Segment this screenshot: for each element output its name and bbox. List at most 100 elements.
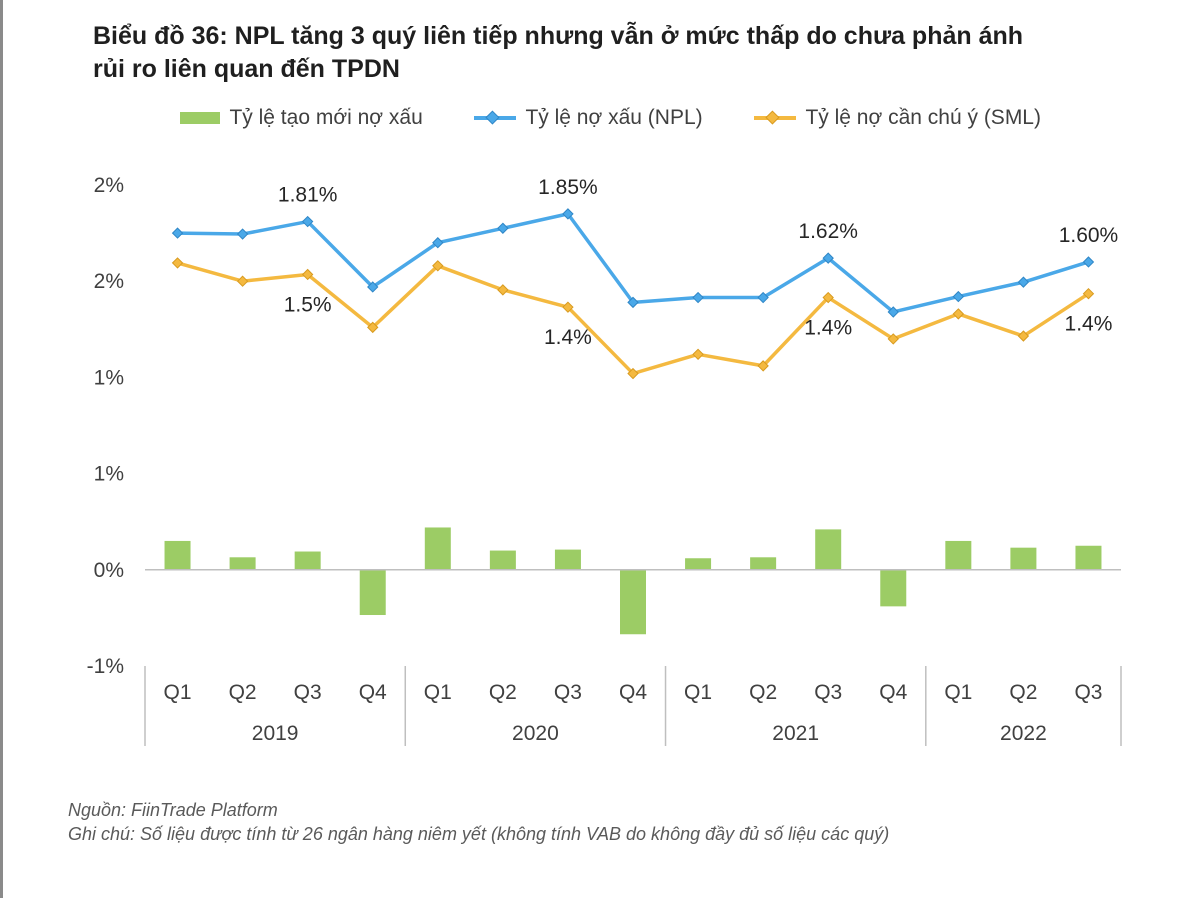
marker-npl — [627, 296, 639, 309]
marker-npl — [432, 237, 444, 249]
marker-npl — [497, 222, 509, 234]
x-group-label: 2019 — [252, 722, 299, 745]
marker-npl — [1017, 276, 1030, 288]
bar-new-npl — [945, 540, 972, 570]
marker-sml — [236, 275, 249, 287]
y-tick-label: 1% — [94, 463, 124, 486]
marker-sml — [1017, 330, 1030, 342]
y-tick-label: 0% — [94, 559, 124, 582]
legend-label-new-npl: Tỷ lệ tạo mới nợ xấu — [229, 106, 423, 129]
marker-sml — [367, 321, 379, 334]
x-tick-label: Q2 — [489, 681, 517, 704]
marker-sml — [887, 333, 899, 345]
data-label-npl: 1.62% — [798, 220, 858, 243]
y-tick-label: 2% — [94, 174, 124, 197]
y-axis: -1% 0% 1% 1% 2% 2% — [87, 174, 124, 678]
x-tick-label: Q3 — [294, 681, 322, 704]
data-labels: 1.81% 1.85% 1.62% 1.60% 1.5% 1.4% 1.4% 1.4% — [278, 176, 1118, 349]
marker-sml — [952, 308, 965, 320]
legend-item-sml: Tỷ lệ nợ cần chú ý (SML) — [752, 106, 1041, 130]
x-tick-label: Q1 — [424, 681, 452, 704]
data-label-sml: 1.5% — [284, 293, 332, 316]
x-tick-label: Q4 — [619, 681, 647, 704]
data-label-npl: 1.60% — [1059, 224, 1119, 247]
bar-new-npl — [880, 569, 907, 607]
x-tick-label: Q2 — [749, 681, 777, 704]
x-tick-label: Q2 — [229, 681, 257, 704]
x-group-label: 2020 — [512, 722, 559, 745]
bar-new-npl — [815, 529, 842, 570]
chart-title-line-1: Biểu đồ 36: NPL tăng 3 quý liên tiếp như… — [93, 22, 1024, 50]
legend-item-new-npl: Tỷ lệ tạo mới nợ xấu — [180, 106, 423, 130]
marker-npl — [301, 215, 314, 228]
bar-new-npl — [489, 550, 516, 570]
x-group-label: 2021 — [772, 722, 819, 745]
legend-item-npl: Tỷ lệ nợ xấu (NPL) — [472, 106, 703, 130]
bar-new-npl — [750, 557, 777, 570]
bar-new-npl — [620, 569, 646, 635]
bar-new-npl — [229, 557, 256, 570]
footnote-note: Ghi chú: Số liệu được tính từ 26 ngân hà… — [68, 824, 890, 844]
x-tick-label: Q3 — [554, 681, 582, 704]
legend-label-sml: Tỷ lệ nợ cần chú ý (SML) — [805, 106, 1041, 129]
bar-new-npl — [359, 569, 386, 616]
data-label-sml: 1.4% — [1065, 313, 1113, 336]
line-series — [171, 208, 1095, 380]
x-tick-label: Q1 — [684, 681, 712, 704]
bar-new-npl — [1010, 547, 1037, 570]
marker-npl — [757, 291, 769, 304]
marker-sml — [692, 348, 704, 361]
legend-swatch-bar-icon — [180, 112, 220, 125]
marker-npl — [887, 306, 899, 318]
left-border — [0, 0, 3, 898]
legend-label-npl: Tỷ lệ nợ xấu (NPL) — [525, 106, 703, 129]
marker-sml — [562, 301, 574, 313]
marker-sml — [497, 284, 509, 296]
chart-title-line-2: rủi ro liên quan đến TPDN — [93, 55, 400, 83]
x-tick-label: Q1 — [944, 681, 972, 704]
marker-npl — [367, 281, 379, 293]
line-sml — [177, 261, 1090, 376]
marker-sml — [1082, 287, 1095, 300]
marker-npl — [822, 252, 834, 264]
bar-new-npl — [424, 527, 451, 570]
marker-sml — [757, 360, 769, 372]
legend-swatch-line-npl-icon — [474, 110, 516, 126]
footnote: Nguồn: FiinTrade Platform Ghi chú: Số li… — [68, 798, 889, 846]
data-label-sml: 1.4% — [804, 317, 852, 340]
chart-legend: Tỷ lệ tạo mới nợ xấu Tỷ lệ nợ xấu (NPL) … — [0, 106, 1202, 136]
legend-swatch-line-sml-icon — [754, 110, 796, 126]
y-tick-label: -1% — [87, 655, 124, 678]
marker-sml — [301, 268, 314, 281]
data-label-sml: 1.4% — [544, 326, 592, 349]
x-tick-label: Q2 — [1009, 681, 1037, 704]
x-tick-label: Q3 — [1074, 681, 1102, 704]
chart-title: Biểu đồ 36: NPL tăng 3 quý liên tiếp như… — [93, 20, 1173, 86]
bar-new-npl — [1075, 545, 1102, 570]
marker-npl — [171, 227, 184, 239]
x-tick-label: Q1 — [164, 681, 192, 704]
bar-new-npl — [164, 540, 191, 570]
x-group-label: 2022 — [1000, 722, 1047, 745]
marker-sml — [171, 257, 184, 269]
bar-new-npl — [554, 549, 581, 570]
marker-npl — [1082, 256, 1095, 268]
marker-npl — [236, 228, 249, 240]
y-tick-label: 2% — [94, 270, 124, 293]
marker-sml — [627, 367, 639, 380]
x-tick-label: Q4 — [879, 681, 907, 704]
marker-npl — [562, 208, 574, 220]
data-label-npl: 1.85% — [538, 176, 598, 199]
bar-new-npl — [685, 558, 712, 570]
data-label-npl: 1.81% — [278, 184, 338, 207]
footnote-source: Nguồn: FiinTrade Platform — [68, 800, 278, 820]
bar-new-npl — [294, 551, 321, 570]
marker-sml — [432, 260, 444, 272]
y-tick-label: 1% — [94, 366, 124, 389]
marker-sml — [822, 291, 834, 304]
x-axis: Q1 Q2 Q3 Q4 Q1 Q2 Q3 Q4 Q1 Q2 Q3 Q4 Q1 Q2 Q3 2019 2020 20… — [144, 666, 1122, 746]
x-tick-label: Q4 — [359, 681, 387, 704]
x-tick-label: Q3 — [814, 681, 842, 704]
marker-npl — [952, 290, 965, 303]
